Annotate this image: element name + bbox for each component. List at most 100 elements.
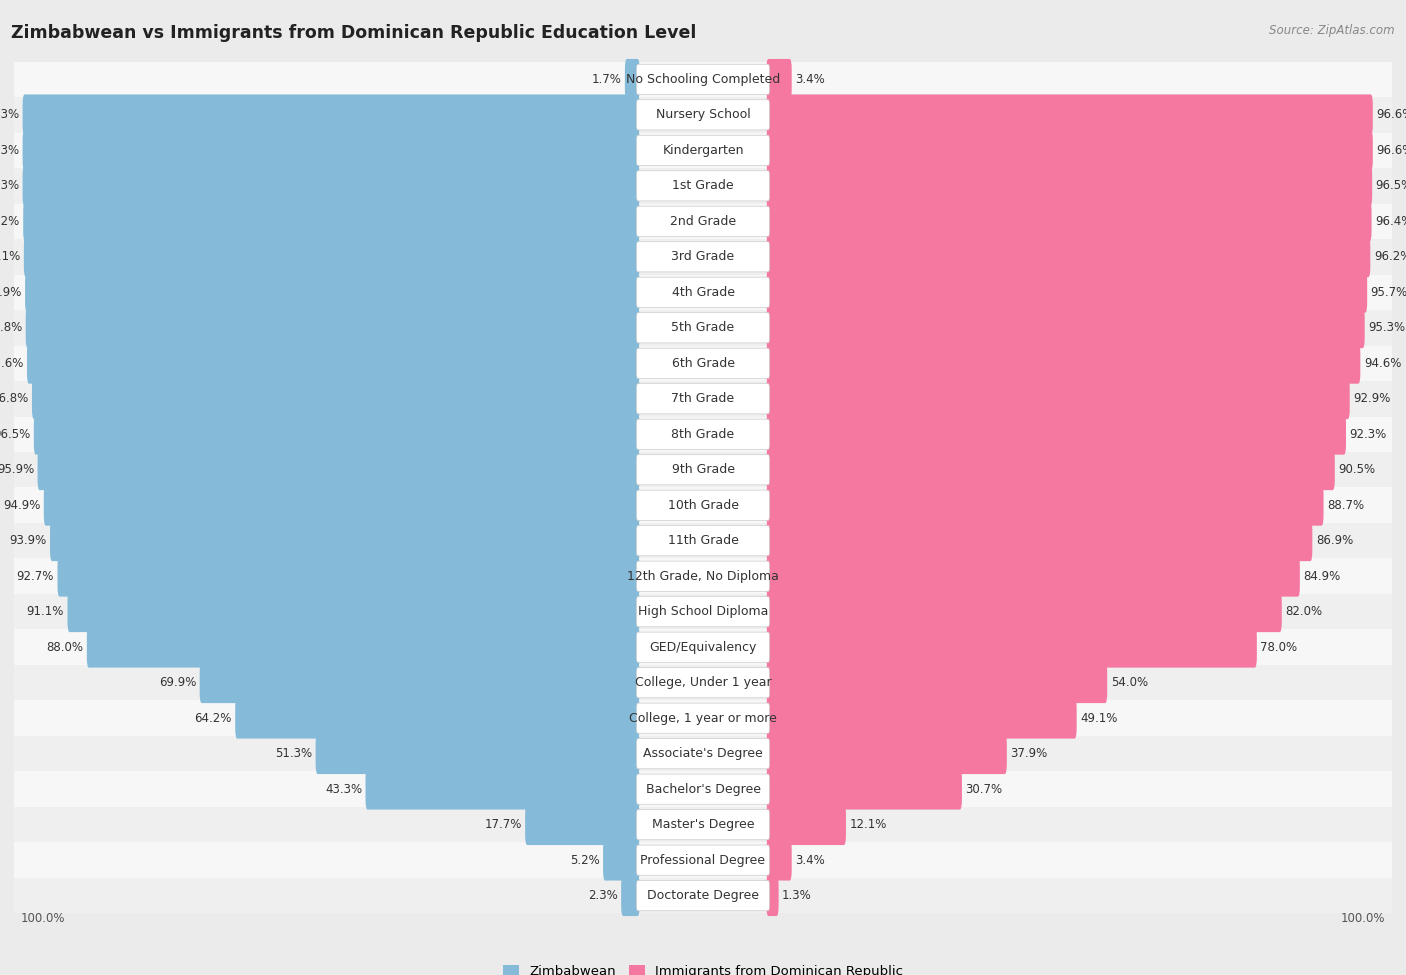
FancyBboxPatch shape: [637, 277, 769, 307]
Bar: [14, 381, 1392, 416]
FancyBboxPatch shape: [58, 556, 640, 597]
Text: 1.3%: 1.3%: [782, 889, 811, 902]
FancyBboxPatch shape: [637, 454, 769, 485]
Text: 2.3%: 2.3%: [588, 889, 617, 902]
FancyBboxPatch shape: [766, 556, 1301, 597]
Bar: [14, 630, 1392, 665]
Text: 96.5%: 96.5%: [0, 428, 31, 441]
FancyBboxPatch shape: [34, 413, 640, 454]
FancyBboxPatch shape: [637, 171, 769, 201]
FancyBboxPatch shape: [637, 809, 769, 839]
Bar: [14, 771, 1392, 807]
Text: 82.0%: 82.0%: [1285, 605, 1323, 618]
FancyBboxPatch shape: [637, 348, 769, 378]
FancyBboxPatch shape: [22, 95, 640, 136]
Bar: [14, 61, 1392, 98]
Bar: [14, 523, 1392, 559]
FancyBboxPatch shape: [621, 876, 640, 916]
Text: 93.9%: 93.9%: [10, 534, 46, 547]
FancyBboxPatch shape: [315, 733, 640, 774]
FancyBboxPatch shape: [637, 668, 769, 698]
FancyBboxPatch shape: [766, 413, 1346, 454]
Text: Bachelor's Degree: Bachelor's Degree: [645, 783, 761, 796]
FancyBboxPatch shape: [766, 378, 1350, 419]
Bar: [14, 204, 1392, 239]
Bar: [14, 133, 1392, 168]
Text: 17.7%: 17.7%: [484, 818, 522, 831]
Bar: [14, 239, 1392, 275]
FancyBboxPatch shape: [38, 449, 640, 490]
Text: 97.6%: 97.6%: [0, 357, 24, 370]
Text: 11th Grade: 11th Grade: [668, 534, 738, 547]
FancyBboxPatch shape: [637, 632, 769, 662]
Text: 98.1%: 98.1%: [0, 251, 21, 263]
Text: Zimbabwean vs Immigrants from Dominican Republic Education Level: Zimbabwean vs Immigrants from Dominican …: [11, 24, 696, 42]
FancyBboxPatch shape: [766, 307, 1365, 348]
FancyBboxPatch shape: [524, 804, 640, 845]
FancyBboxPatch shape: [22, 166, 640, 207]
Text: 10th Grade: 10th Grade: [668, 499, 738, 512]
FancyBboxPatch shape: [637, 136, 769, 166]
FancyBboxPatch shape: [25, 307, 640, 348]
Text: 1st Grade: 1st Grade: [672, 179, 734, 192]
Text: 96.2%: 96.2%: [1374, 251, 1406, 263]
Bar: [14, 736, 1392, 771]
Text: 94.9%: 94.9%: [3, 499, 41, 512]
Text: 96.6%: 96.6%: [1376, 144, 1406, 157]
Text: 6th Grade: 6th Grade: [672, 357, 734, 370]
FancyBboxPatch shape: [637, 597, 769, 627]
FancyBboxPatch shape: [637, 703, 769, 733]
Text: 69.9%: 69.9%: [159, 677, 197, 689]
Bar: [14, 878, 1392, 914]
Text: GED/Equivalency: GED/Equivalency: [650, 641, 756, 653]
Bar: [14, 98, 1392, 133]
Bar: [14, 345, 1392, 381]
Text: 100.0%: 100.0%: [21, 913, 66, 925]
FancyBboxPatch shape: [766, 130, 1372, 171]
Text: 92.7%: 92.7%: [17, 569, 53, 583]
FancyBboxPatch shape: [637, 207, 769, 236]
FancyBboxPatch shape: [25, 272, 640, 313]
FancyBboxPatch shape: [766, 698, 1077, 739]
Text: Associate's Degree: Associate's Degree: [643, 747, 763, 760]
FancyBboxPatch shape: [637, 845, 769, 876]
Text: 3.4%: 3.4%: [796, 854, 825, 867]
FancyBboxPatch shape: [44, 485, 640, 526]
Text: 7th Grade: 7th Grade: [672, 392, 734, 406]
Text: 96.8%: 96.8%: [0, 392, 28, 406]
Text: 98.3%: 98.3%: [0, 179, 20, 192]
Text: 51.3%: 51.3%: [276, 747, 312, 760]
FancyBboxPatch shape: [24, 236, 640, 277]
Text: Source: ZipAtlas.com: Source: ZipAtlas.com: [1270, 24, 1395, 37]
FancyBboxPatch shape: [603, 839, 640, 880]
Bar: [14, 665, 1392, 700]
FancyBboxPatch shape: [766, 627, 1257, 668]
FancyBboxPatch shape: [87, 627, 640, 668]
FancyBboxPatch shape: [766, 236, 1371, 277]
Text: 78.0%: 78.0%: [1260, 641, 1298, 653]
FancyBboxPatch shape: [766, 272, 1367, 313]
Text: 90.5%: 90.5%: [1339, 463, 1375, 476]
FancyBboxPatch shape: [366, 768, 640, 809]
FancyBboxPatch shape: [637, 774, 769, 804]
FancyBboxPatch shape: [637, 880, 769, 911]
Text: 100.0%: 100.0%: [1340, 913, 1385, 925]
FancyBboxPatch shape: [637, 739, 769, 768]
FancyBboxPatch shape: [637, 242, 769, 272]
Text: High School Diploma: High School Diploma: [638, 605, 768, 618]
Text: No Schooling Completed: No Schooling Completed: [626, 73, 780, 86]
Text: College, 1 year or more: College, 1 year or more: [628, 712, 778, 724]
Text: 37.9%: 37.9%: [1011, 747, 1047, 760]
Text: 64.2%: 64.2%: [194, 712, 232, 724]
FancyBboxPatch shape: [637, 64, 769, 95]
FancyBboxPatch shape: [637, 526, 769, 556]
Text: 97.8%: 97.8%: [0, 322, 22, 334]
Text: 30.7%: 30.7%: [966, 783, 1002, 796]
FancyBboxPatch shape: [766, 95, 1372, 136]
FancyBboxPatch shape: [766, 201, 1372, 242]
Text: 96.6%: 96.6%: [1376, 108, 1406, 121]
Text: 43.3%: 43.3%: [325, 783, 363, 796]
Text: 91.1%: 91.1%: [27, 605, 65, 618]
Text: 95.9%: 95.9%: [0, 463, 34, 476]
Bar: [14, 416, 1392, 452]
